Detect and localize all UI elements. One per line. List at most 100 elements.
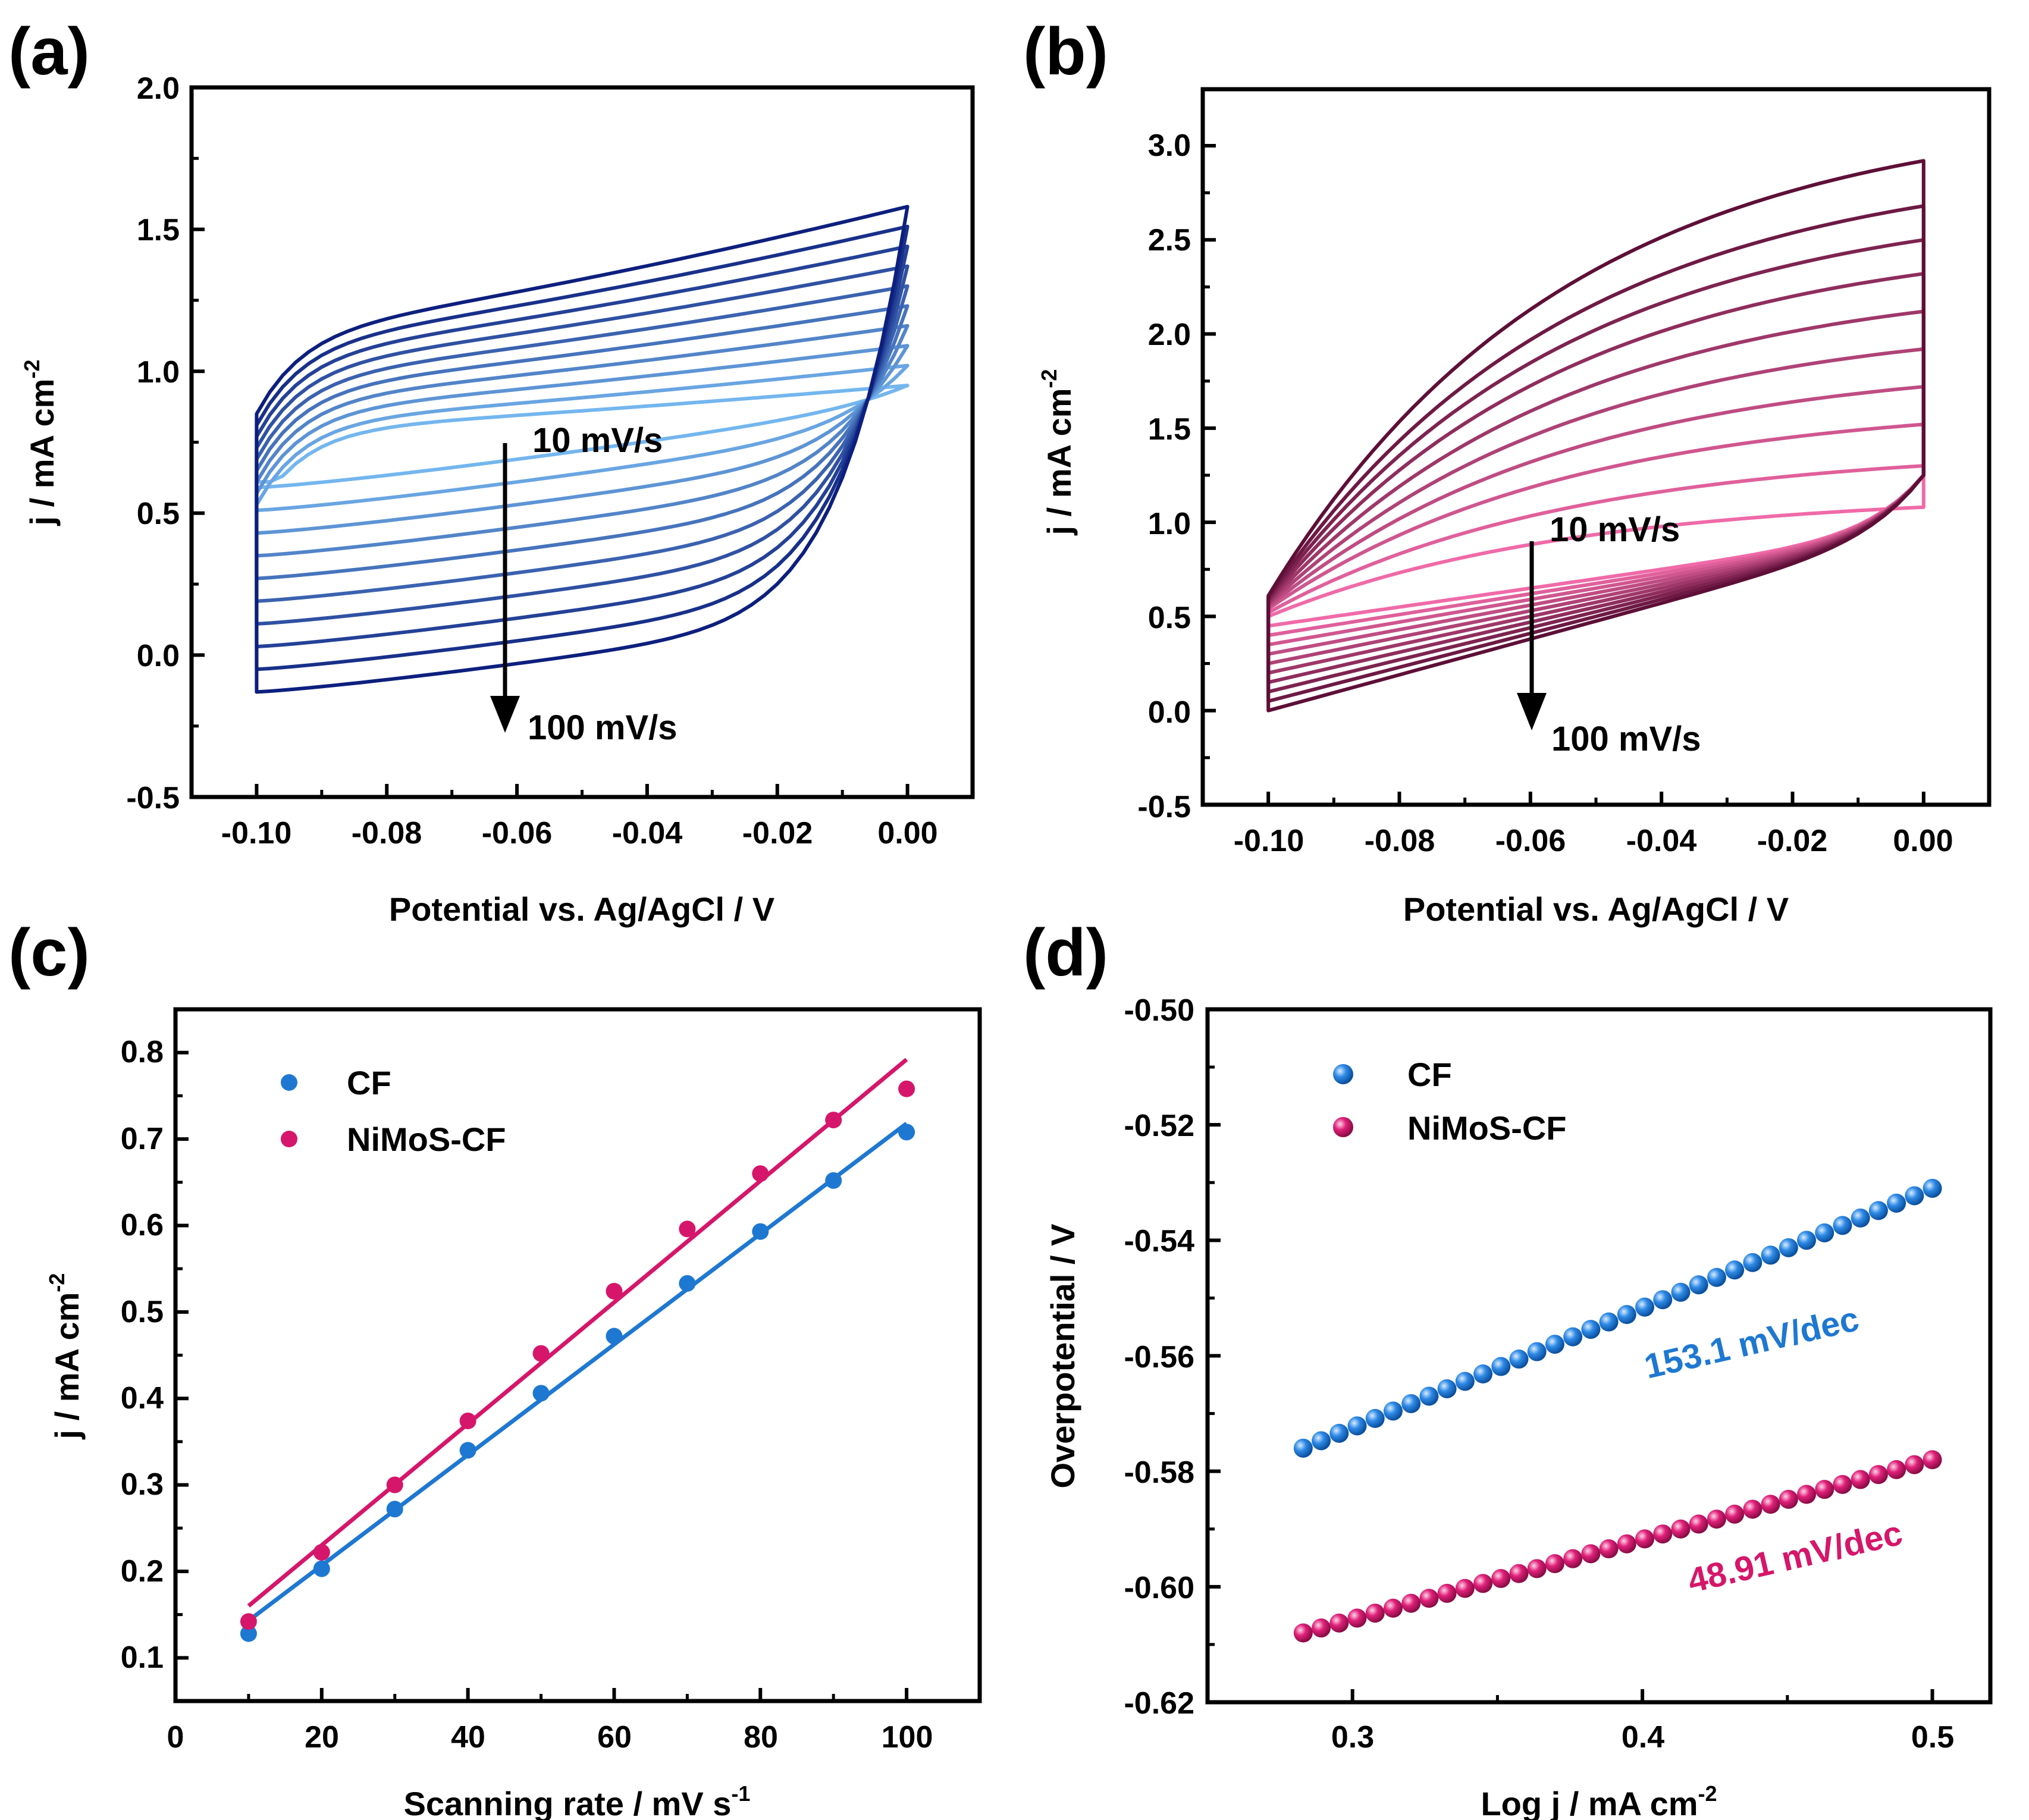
panel-d-point <box>1329 1423 1349 1443</box>
panel-d-legend-cf: CF <box>1407 1056 1452 1093</box>
panel-a: (a) -0.10 -0.08 -0.06 -0.04 -0.02 0.00 -… <box>8 14 975 928</box>
panel-c-point <box>752 1165 769 1182</box>
panel-c-point <box>240 1613 257 1630</box>
panel-b-ytick: -0.5 <box>1137 790 1191 824</box>
panel-b-label: (b) <box>1023 14 1108 89</box>
panel-a-cv-curve <box>255 244 910 649</box>
panel-a-ytick: -0.5 <box>126 781 180 815</box>
panel-d-point <box>1923 1450 1942 1470</box>
panel-b-arrowhead <box>1517 693 1547 730</box>
panel-c-ytick: 0.2 <box>121 1554 164 1589</box>
panel-c-label: (c) <box>8 915 90 990</box>
panel-b-ylabel: j / mA cm-2 <box>1037 369 1078 536</box>
panel-d-ytick: -0.52 <box>1124 1109 1194 1143</box>
panel-b-cv-curve <box>1266 159 1925 713</box>
panel-d-point <box>1653 1290 1673 1310</box>
panel-a-ytick: 0.0 <box>137 639 180 673</box>
panel-b-annotation-end: 100 mV/s <box>1551 720 1701 758</box>
panel-b-annotation-start: 10 mV/s <box>1550 510 1680 549</box>
panel-b-xtick: -0.06 <box>1495 824 1566 858</box>
panel-d-point <box>1455 1579 1475 1598</box>
panel-d-ticks <box>1206 1008 1934 1704</box>
panel-c-xtick: 0 <box>167 1720 184 1755</box>
panel-a-cv-curve <box>255 304 910 580</box>
panel-d-point <box>1815 1223 1834 1242</box>
panel-a-cv-curve <box>255 264 910 626</box>
panel-c-fit-line <box>247 1058 908 1608</box>
panel-c-point <box>825 1172 842 1189</box>
panel-d-ylabel: Overpotential / V <box>1044 1224 1081 1489</box>
panel-a-xtick: -0.08 <box>352 816 422 851</box>
panel-d-ytick: -0.56 <box>1124 1340 1194 1375</box>
panel-a-label: (a) <box>8 14 90 89</box>
panel-c-legend-marker-cf <box>281 1074 297 1091</box>
panel-b-xtick: -0.10 <box>1234 824 1304 858</box>
panel-d-point <box>1707 1510 1726 1529</box>
panel-d-point <box>1725 1260 1745 1280</box>
panel-d-point <box>1833 1216 1852 1235</box>
panel-c-point <box>313 1560 330 1577</box>
panel-b-xtick: -0.04 <box>1626 824 1697 858</box>
panel-d-point <box>1617 1305 1636 1325</box>
panel-b-ytick: 1.0 <box>1148 507 1191 541</box>
panel-d-point <box>1437 1379 1457 1398</box>
panel-d-point <box>1473 1574 1493 1593</box>
panel-d-point <box>1707 1267 1726 1287</box>
panel-d-point <box>1743 1253 1763 1272</box>
panel-c-ytick: 0.6 <box>121 1208 164 1242</box>
panel-c-legend-nimos: NiMoS-CF <box>347 1121 506 1158</box>
panel-d-point <box>1312 1618 1331 1638</box>
panel-c-ytick: 0.3 <box>121 1467 164 1502</box>
panel-d-point <box>1671 1282 1691 1302</box>
panel-d-point <box>1491 1568 1511 1588</box>
panel-d-frame <box>1205 1007 1993 1705</box>
panel-a-ytick: 0.5 <box>137 497 180 531</box>
panel-d-point <box>1491 1357 1511 1376</box>
panel-d-point <box>1312 1431 1331 1451</box>
panel-a-xtick: -0.06 <box>482 816 553 851</box>
panel-d-point <box>1401 1394 1421 1413</box>
panel-b-ytick: 2.5 <box>1148 223 1191 258</box>
panel-c-point <box>386 1476 403 1493</box>
panel-c-xtick: 60 <box>597 1720 632 1755</box>
panel-c-point <box>459 1442 476 1459</box>
panel-a-cv-curve <box>255 205 910 694</box>
panel-d-point <box>1743 1499 1763 1519</box>
panel-d-point <box>1383 1598 1403 1618</box>
panel-d-point <box>1851 1470 1870 1489</box>
panel-b-ytick: 0.5 <box>1148 601 1191 635</box>
panel-c-point <box>606 1328 623 1345</box>
panel-a-xtick: -0.10 <box>221 816 292 851</box>
panel-d-point <box>1833 1474 1852 1494</box>
panel-d-xtick: 0.3 <box>1331 1720 1374 1755</box>
panel-c-point <box>752 1223 769 1240</box>
panel-c-ticks <box>174 1050 909 1701</box>
panel-d-point <box>1599 1539 1619 1559</box>
panel-c-ytick: 0.5 <box>121 1295 164 1329</box>
panel-b-ytick: 3.0 <box>1148 128 1191 163</box>
panel-a-annotation-start: 10 mV/s <box>532 421 663 460</box>
panel-d-point <box>1563 1549 1583 1568</box>
panel-b-ytick: 0.0 <box>1148 695 1191 730</box>
panel-d-point <box>1779 1238 1798 1257</box>
panel-c-xtick: 100 <box>882 1720 933 1755</box>
panel-d-ytick: -0.60 <box>1124 1571 1194 1605</box>
panel-c-point <box>240 1625 257 1642</box>
panel-c-xtick: 40 <box>451 1720 485 1755</box>
panel-d-plot <box>1293 1178 1942 1643</box>
panel-d-point <box>1581 1544 1601 1564</box>
panel-c-ylabel: j / mA cm-2 <box>45 1273 86 1440</box>
panel-c-fit-line <box>247 1122 908 1623</box>
panel-c-frame <box>173 1007 982 1703</box>
panel-c-point <box>532 1385 550 1402</box>
panel-a-cv-curve <box>255 363 910 512</box>
panel-d-point <box>1599 1312 1619 1332</box>
panel-c-ytick: 0.1 <box>121 1640 164 1675</box>
panel-d-point <box>1671 1519 1691 1539</box>
panel-d-point <box>1653 1524 1673 1544</box>
panel-b-cv-curves <box>1266 159 1925 713</box>
panel-d-point <box>1635 1529 1655 1549</box>
panel-a-arrowhead <box>490 696 520 733</box>
panel-a-ylabel: j / mA cm-2 <box>20 360 61 526</box>
